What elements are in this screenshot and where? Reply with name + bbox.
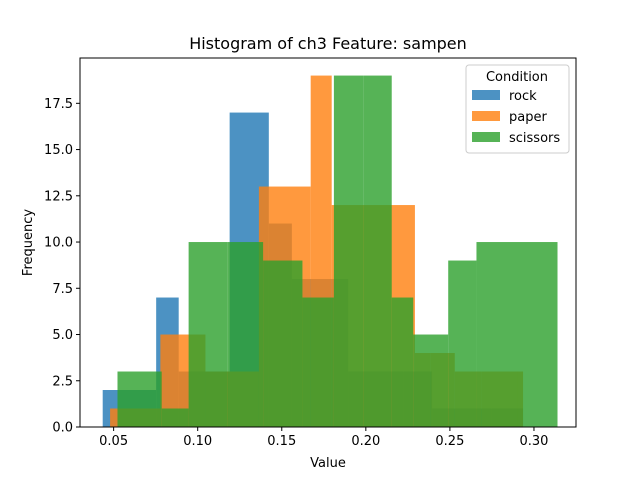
bar-scissors-11 bbox=[476, 242, 518, 427]
x-tick-label: 0.10 bbox=[183, 434, 212, 449]
y-tick-label: 2.5 bbox=[52, 374, 73, 389]
legend-swatch-rock bbox=[472, 90, 500, 100]
legend-items: rock paper scissors bbox=[472, 89, 560, 146]
y-tick-label: 7.5 bbox=[52, 282, 73, 297]
x-tick-label: 0.30 bbox=[519, 434, 548, 449]
x-tick-label: 0.15 bbox=[267, 434, 296, 449]
plot-frame bbox=[79, 57, 577, 428]
bars-layer bbox=[102, 75, 558, 428]
series-scissors bbox=[117, 75, 558, 428]
bar-scissors-12 bbox=[517, 242, 558, 427]
bar-scissors-2 bbox=[188, 242, 228, 427]
bar-scissors-1 bbox=[161, 408, 189, 427]
legend-swatch-paper bbox=[472, 111, 500, 121]
legend: Condition rock paper scissors bbox=[465, 64, 570, 154]
legend-title: Condition bbox=[486, 70, 548, 85]
y-tick-label: 15.0 bbox=[44, 143, 73, 158]
bar-scissors-6 bbox=[333, 75, 364, 428]
bar-scissors-5 bbox=[302, 297, 334, 427]
bar-scissors-0 bbox=[117, 371, 162, 427]
y-tick-label: 10.0 bbox=[44, 236, 73, 251]
y-axis-label: Frequency bbox=[21, 209, 36, 276]
bar-scissors-8 bbox=[391, 297, 414, 427]
x-axis-label: Value bbox=[310, 456, 346, 471]
legend-swatch-scissors bbox=[472, 132, 500, 142]
legend-label-scissors: scissors bbox=[509, 131, 560, 146]
y-tick-label: 12.5 bbox=[44, 189, 73, 204]
y-tick-label: 0.0 bbox=[52, 421, 73, 436]
x-tick-label: 0.05 bbox=[99, 434, 128, 449]
bar-scissors-10 bbox=[448, 260, 477, 427]
bar-scissors-4 bbox=[263, 260, 303, 427]
x-tick-label: 0.20 bbox=[351, 434, 380, 449]
bar-scissors-9 bbox=[413, 334, 449, 427]
legend-label-paper: paper bbox=[509, 110, 547, 125]
y-tick-label: 5.0 bbox=[52, 328, 73, 343]
x-axis-ticks: 0.05 0.10 0.15 0.20 0.25 0.30 bbox=[99, 427, 548, 449]
y-axis-ticks: 0.0 2.5 5.0 7.5 10.0 12.5 15.0 17.5 bbox=[44, 97, 80, 436]
x-tick-label: 0.25 bbox=[435, 434, 464, 449]
bar-scissors-3 bbox=[227, 242, 264, 427]
legend-label-rock: rock bbox=[509, 89, 537, 104]
chart-title: Histogram of ch3 Feature: sampen bbox=[189, 34, 467, 53]
y-tick-label: 17.5 bbox=[44, 97, 73, 112]
bar-scissors-7 bbox=[363, 75, 392, 428]
legend-box bbox=[465, 64, 570, 154]
